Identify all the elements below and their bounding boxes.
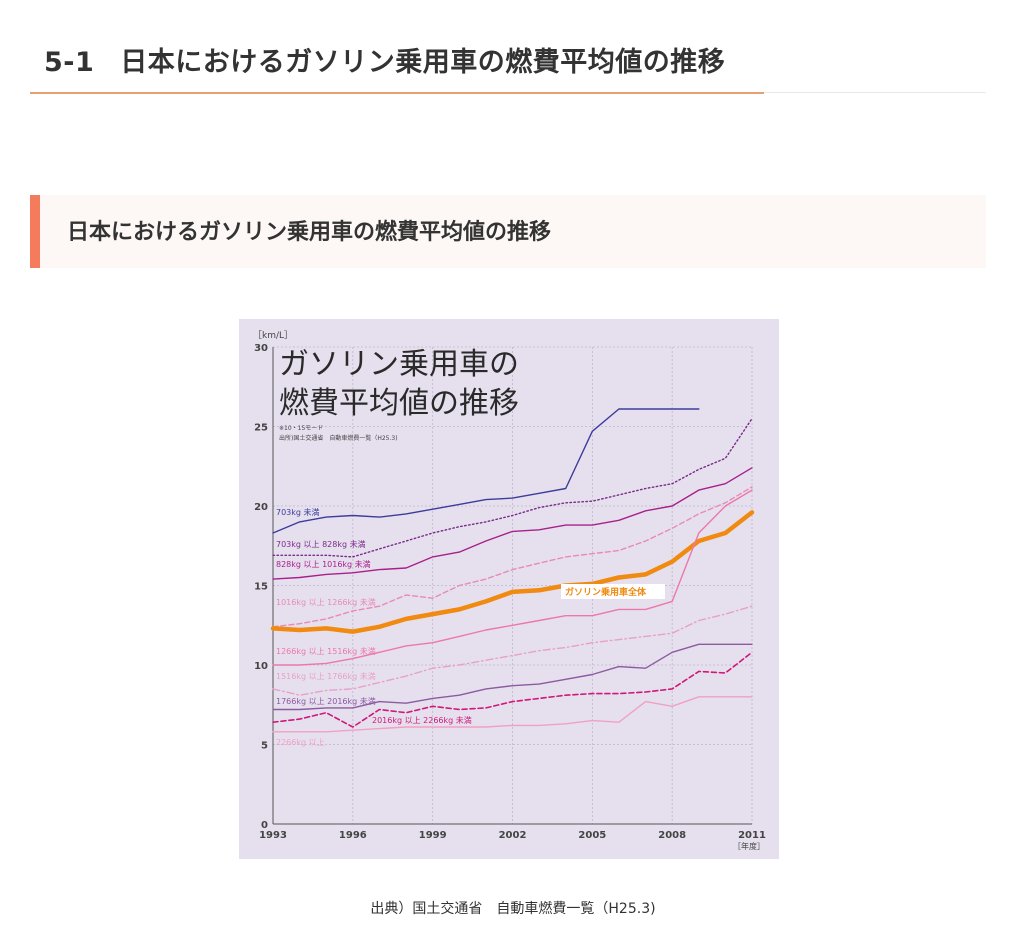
y-axis-label: ［km/L］ xyxy=(253,330,293,341)
x-tick-label: 2008 xyxy=(658,830,686,841)
series-label-9: 2266kg 以上 xyxy=(276,738,325,747)
series-line-9 xyxy=(272,696,753,733)
x-tick-label: 1993 xyxy=(259,830,287,841)
y-tick-label: 0 xyxy=(261,820,268,831)
y-tick-label: 25 xyxy=(254,423,268,434)
page-title: 5-1 日本におけるガソリン乗用車の燃費平均値の推移 xyxy=(44,40,725,79)
x-tick-label: 2005 xyxy=(578,830,606,841)
series-line-4 xyxy=(270,510,755,634)
y-tick-label: 20 xyxy=(254,502,268,513)
title-underline-accent xyxy=(30,92,764,94)
y-tick-label: 30 xyxy=(254,343,268,354)
x-axis-label: ［年度］ xyxy=(733,841,765,851)
series-label-0: 703kg 未満 xyxy=(276,507,320,517)
subheading-box: 日本におけるガソリン乗用車の燃費平均値の推移 xyxy=(30,195,986,268)
series-label-6: 1516kg 以上 1766kg 未満 xyxy=(276,671,376,681)
series-line-2 xyxy=(272,467,753,580)
y-tick-label: 5 xyxy=(261,741,268,752)
series-line-8 xyxy=(272,651,753,728)
series-label-8: 2016kg 以上 2266kg 未満 xyxy=(372,715,472,725)
y-tick-label: 15 xyxy=(254,582,268,593)
subheading: 日本におけるガソリン乗用車の燃費平均値の推移 xyxy=(67,220,552,245)
series-line-0 xyxy=(272,408,700,534)
series-label-1: 703kg 以上 828kg 未満 xyxy=(276,539,366,549)
series-label-text: ガソリン乗用車全体 xyxy=(565,586,647,598)
source-caption: 出典）国土交通省 自動車燃費一覧（H25.3) xyxy=(370,901,656,917)
series-line-6 xyxy=(272,605,753,696)
series-label-3: 1016kg 以上 1266kg 未満 xyxy=(276,597,376,607)
subheading-accent-bar xyxy=(30,195,40,268)
x-tick-label: 2002 xyxy=(499,830,527,841)
section-number: 5-1 xyxy=(44,47,95,78)
x-tick-label: 2011 xyxy=(738,830,766,841)
chart-title-line-1: ガソリン乗用車の xyxy=(279,347,519,382)
x-tick-label: 1996 xyxy=(339,830,367,841)
series-label-5: 1266kg 以上 1516kg 未満 xyxy=(276,646,376,656)
series-label-7: 1766kg 以上 2016kg 未満 xyxy=(276,696,376,706)
series-line-7 xyxy=(272,643,753,711)
x-tick-label: 1999 xyxy=(419,830,447,841)
y-tick-label: 10 xyxy=(254,661,268,672)
series-line-5 xyxy=(272,489,753,666)
chart-note-source: 出所)国土交通省 自動車燃費一覧（H25.3) xyxy=(279,434,398,442)
section-title: 日本におけるガソリン乗用車の燃費平均値の推移 xyxy=(120,47,726,78)
series-line-1 xyxy=(272,417,753,558)
fuel-economy-chart: 0 5 10 15 20 25 30 1993 1996 1999 2002 2005 2008 2011… xyxy=(239,319,779,859)
series-label-2: 828kg 以上 1016kg 未満 xyxy=(276,559,371,569)
chart-note-mode: ※10・15モード xyxy=(279,425,323,432)
series-label-total: ガソリン乗用車全体 xyxy=(561,584,665,599)
series-line-3 xyxy=(272,486,753,628)
series-label-total-bg xyxy=(561,584,665,599)
chart-title-line-2: 燃費平均値の推移 xyxy=(279,386,519,421)
